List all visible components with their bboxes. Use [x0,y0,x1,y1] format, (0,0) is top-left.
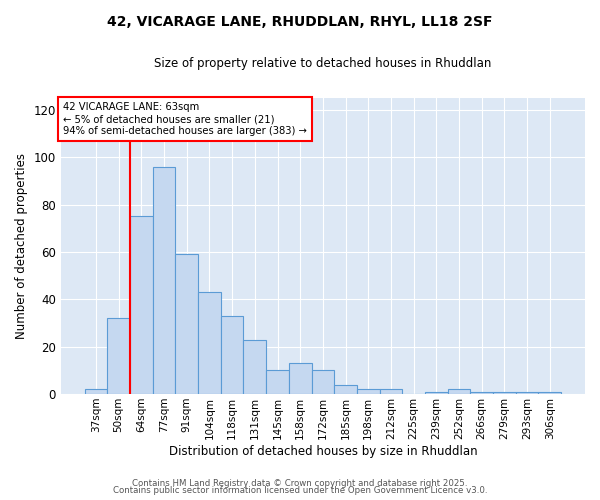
Bar [130,216,152,394]
Bar [311,370,334,394]
Bar [152,166,175,394]
Bar [380,390,403,394]
Bar [107,318,130,394]
Bar [357,390,380,394]
Bar [448,390,470,394]
Bar [493,392,516,394]
Bar [470,392,493,394]
Bar [85,390,107,394]
Bar [198,292,221,394]
Title: Size of property relative to detached houses in Rhuddlan: Size of property relative to detached ho… [154,58,491,70]
Text: Contains HM Land Registry data © Crown copyright and database right 2025.: Contains HM Land Registry data © Crown c… [132,478,468,488]
Bar [244,340,266,394]
Text: Contains public sector information licensed under the Open Government Licence v3: Contains public sector information licen… [113,486,487,495]
Bar [266,370,289,394]
Bar [516,392,538,394]
Bar [334,384,357,394]
X-axis label: Distribution of detached houses by size in Rhuddlan: Distribution of detached houses by size … [169,444,477,458]
Bar [425,392,448,394]
Bar [175,254,198,394]
Y-axis label: Number of detached properties: Number of detached properties [15,153,28,339]
Text: 42, VICARAGE LANE, RHUDDLAN, RHYL, LL18 2SF: 42, VICARAGE LANE, RHUDDLAN, RHYL, LL18 … [107,15,493,29]
Text: 42 VICARAGE LANE: 63sqm
← 5% of detached houses are smaller (21)
94% of semi-det: 42 VICARAGE LANE: 63sqm ← 5% of detached… [64,102,307,136]
Bar [538,392,561,394]
Bar [221,316,244,394]
Bar [289,364,311,394]
